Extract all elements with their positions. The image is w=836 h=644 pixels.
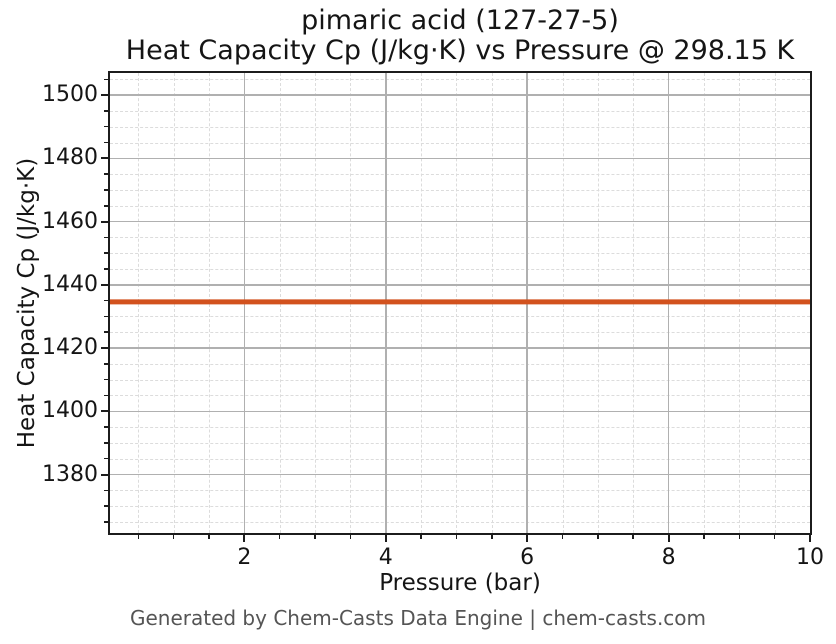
x-tick-label: 6 — [520, 545, 535, 570]
x-major-tick — [384, 535, 387, 542]
x-major-tick — [243, 535, 246, 542]
gridline-y-minor — [110, 395, 810, 397]
gridline-y-minor — [110, 142, 810, 144]
x-minor-tick — [738, 535, 741, 539]
x-major-tick — [809, 535, 811, 542]
x-minor-tick — [172, 535, 175, 539]
y-minor-tick — [104, 505, 108, 507]
y-minor-tick — [104, 268, 108, 270]
y-tick-label: 1460 — [42, 208, 98, 234]
y-minor-tick — [104, 78, 108, 81]
gridline-y-minor — [110, 332, 810, 334]
x-minor-tick — [632, 535, 634, 539]
y-minor-tick — [104, 173, 108, 175]
x-tick-label: 2 — [237, 545, 252, 570]
gridline-y-minor — [110, 126, 810, 128]
x-tick-label: 10 — [796, 545, 824, 570]
gridline-y-minor — [110, 189, 810, 191]
y-axis-label: Heat Capacity Cp (J/kg·K) — [14, 157, 40, 449]
y-minor-tick — [104, 442, 108, 444]
gridline-y-minor — [110, 521, 810, 523]
x-minor-tick — [420, 535, 422, 539]
y-major-tick — [101, 347, 108, 350]
x-minor-tick — [349, 535, 352, 539]
gridline-y-major — [110, 94, 810, 96]
x-minor-tick — [278, 535, 281, 539]
x-minor-tick — [455, 535, 458, 539]
y-minor-tick — [104, 315, 108, 318]
gridline-y-minor — [110, 253, 810, 255]
y-tick-label: 1480 — [42, 145, 98, 171]
gridline-y-minor — [110, 316, 810, 318]
x-minor-tick — [137, 535, 140, 539]
gridline-y-minor — [110, 269, 810, 270]
x-tick-label: 4 — [378, 545, 393, 570]
y-tick-label: 1380 — [42, 461, 98, 487]
chart-title-line1: pimaric acid (127-27-5) — [301, 5, 619, 36]
chart-title-line2: Heat Capacity Cp (J/kg·K) vs Pressure @ … — [125, 35, 795, 66]
y-minor-tick — [104, 457, 108, 460]
y-major-tick — [101, 410, 108, 413]
plot-area: 2 4 6 8 10 1380 1400 1420 1440 1460 1480 1500 — [42, 71, 824, 570]
gridline-y-minor — [110, 506, 810, 508]
y-minor-tick — [104, 236, 108, 239]
x-minor-tick — [491, 535, 493, 539]
x-major-tick — [667, 535, 670, 542]
x-minor-tick — [314, 535, 316, 539]
y-minor-tick — [104, 426, 108, 428]
x-axis-label: Pressure (bar) — [379, 570, 541, 596]
y-minor-tick — [104, 141, 108, 144]
x-major-tick — [526, 535, 529, 542]
y-minor-tick — [104, 252, 108, 254]
y-minor-tick — [104, 205, 108, 207]
y-minor-tick — [104, 394, 108, 397]
x-minor-tick — [208, 535, 210, 539]
y-tick-label: 1500 — [42, 82, 98, 108]
x-minor-tick — [561, 535, 564, 539]
gridline-y-minor — [110, 363, 810, 365]
y-minor-tick — [104, 378, 108, 381]
y-tick-label: 1420 — [42, 335, 98, 361]
y-tick-label: 1440 — [42, 271, 98, 297]
footer-attribution: Generated by Chem-Casts Data Engine | ch… — [129, 606, 707, 630]
y-major-tick — [101, 220, 108, 223]
gridline-y-minor — [110, 79, 810, 81]
gridline-y-major — [110, 220, 810, 223]
gridline-y-major — [110, 157, 810, 160]
x-minor-tick — [773, 535, 776, 539]
series-layer — [110, 299, 810, 305]
y-minor-tick — [104, 521, 108, 523]
gridline-y-minor — [110, 237, 810, 239]
y-major-tick — [101, 283, 108, 286]
y-major-tick — [101, 157, 108, 160]
y-tick-label: 1400 — [42, 398, 98, 424]
gridline-y-minor — [110, 110, 810, 112]
x-tick-label: 8 — [661, 545, 676, 570]
y-minor-tick — [104, 489, 108, 492]
x-minor-tick — [597, 535, 599, 539]
y-major-tick — [101, 94, 108, 97]
gridline-y-major — [110, 347, 810, 349]
y-minor-tick — [104, 189, 108, 191]
y-minor-tick — [104, 299, 108, 302]
gridline-y-minor — [110, 174, 810, 176]
y-major-tick — [101, 473, 108, 476]
gridline-y-minor — [110, 458, 810, 460]
y-minor-tick — [104, 363, 108, 365]
gridline-y-major — [110, 410, 810, 413]
gridline-y-minor — [110, 427, 810, 429]
gridline-y-minor — [110, 205, 810, 207]
gridline-y-minor — [110, 490, 810, 492]
y-minor-tick — [104, 125, 108, 128]
chart-title: pimaric acid (127-27-5) Heat Capacity Cp… — [110, 6, 810, 66]
gridline-y-major — [110, 284, 810, 286]
gridline-y-minor — [110, 442, 810, 444]
x-minor-tick — [703, 535, 705, 539]
gridline-y-minor — [110, 379, 810, 381]
y-minor-tick — [104, 331, 108, 333]
gridline-y-major — [110, 473, 810, 476]
y-minor-tick — [104, 110, 108, 112]
